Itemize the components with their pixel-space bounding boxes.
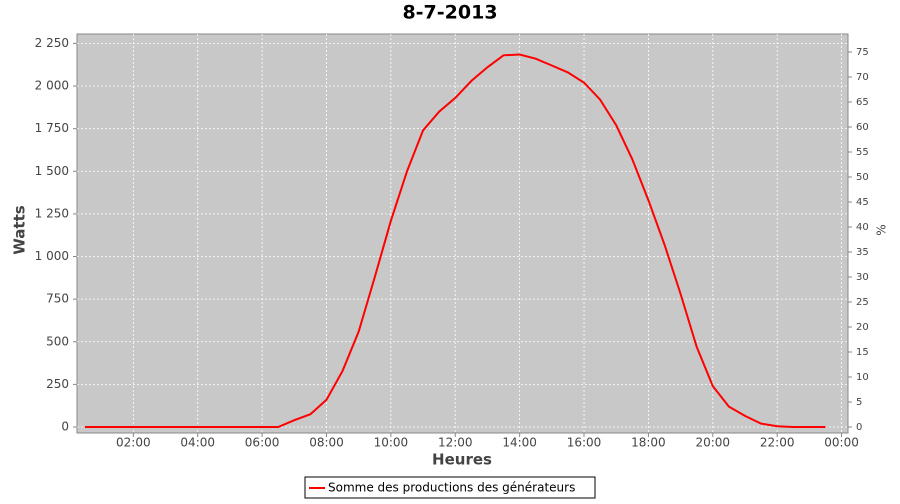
y-tick-label: 1 500 xyxy=(35,164,69,178)
y2-tick-label: 75 xyxy=(856,47,869,58)
x-tick-label: 14:00 xyxy=(502,436,537,450)
y2-tick-label: 0 xyxy=(856,422,862,433)
y-tick-label: 1 750 xyxy=(35,121,69,135)
y2-tick-label: 10 xyxy=(856,372,869,383)
y2-tick-label: 35 xyxy=(856,247,869,258)
y2-tick-label: 50 xyxy=(856,172,869,183)
x-tick-label: 12:00 xyxy=(438,436,473,450)
y2-tick-label: 55 xyxy=(856,147,869,158)
x-tick-label: 08:00 xyxy=(309,436,344,450)
y-tick-label: 1 000 xyxy=(35,249,69,263)
y2-tick-label: 25 xyxy=(856,297,869,308)
x-tick-label: 10:00 xyxy=(374,436,409,450)
x-tick-label: 06:00 xyxy=(245,436,280,450)
y-tick-label: 750 xyxy=(46,292,69,306)
x-tick-label: 20:00 xyxy=(695,436,730,450)
x-tick-label: 02:00 xyxy=(116,436,151,450)
y2-tick-label: 5 xyxy=(856,397,862,408)
y-tick-label: 0 xyxy=(61,420,69,434)
y2-tick-label: 15 xyxy=(856,347,869,358)
y-axis-label: Watts xyxy=(11,205,29,254)
y-tick-label: 2 250 xyxy=(35,36,69,50)
series-line xyxy=(85,53,826,428)
y-tick-label: 1 250 xyxy=(35,206,69,220)
x-tick-label: 04:00 xyxy=(180,436,215,450)
y2-tick-label: 45 xyxy=(856,197,869,208)
x-tick-label: 22:00 xyxy=(760,436,795,450)
y-tick-label: 250 xyxy=(46,377,69,391)
x-tick-label: 16:00 xyxy=(567,436,602,450)
x-tick-label: 18:00 xyxy=(631,436,666,450)
y-tick-label: 2 000 xyxy=(35,79,69,93)
y2-tick-label: 70 xyxy=(856,72,869,83)
y2-tick-label: 30 xyxy=(856,272,869,283)
y2-tick-label: 65 xyxy=(856,97,869,108)
legend xyxy=(304,476,596,499)
x-tick-label: 00:00 xyxy=(824,436,859,450)
y-tick-label: 500 xyxy=(46,334,69,348)
x-axis-label: Heures xyxy=(432,451,492,469)
y2-tick-label: 20 xyxy=(856,322,869,333)
y2-tick-label: 40 xyxy=(856,222,869,233)
chart-title: 8-7-2013 xyxy=(402,2,497,24)
y2-axis-label: % xyxy=(875,224,889,235)
y2-tick-label: 60 xyxy=(856,122,869,133)
legend-label: Somme des productions des générateurs xyxy=(328,481,575,495)
plot-area xyxy=(76,33,849,434)
